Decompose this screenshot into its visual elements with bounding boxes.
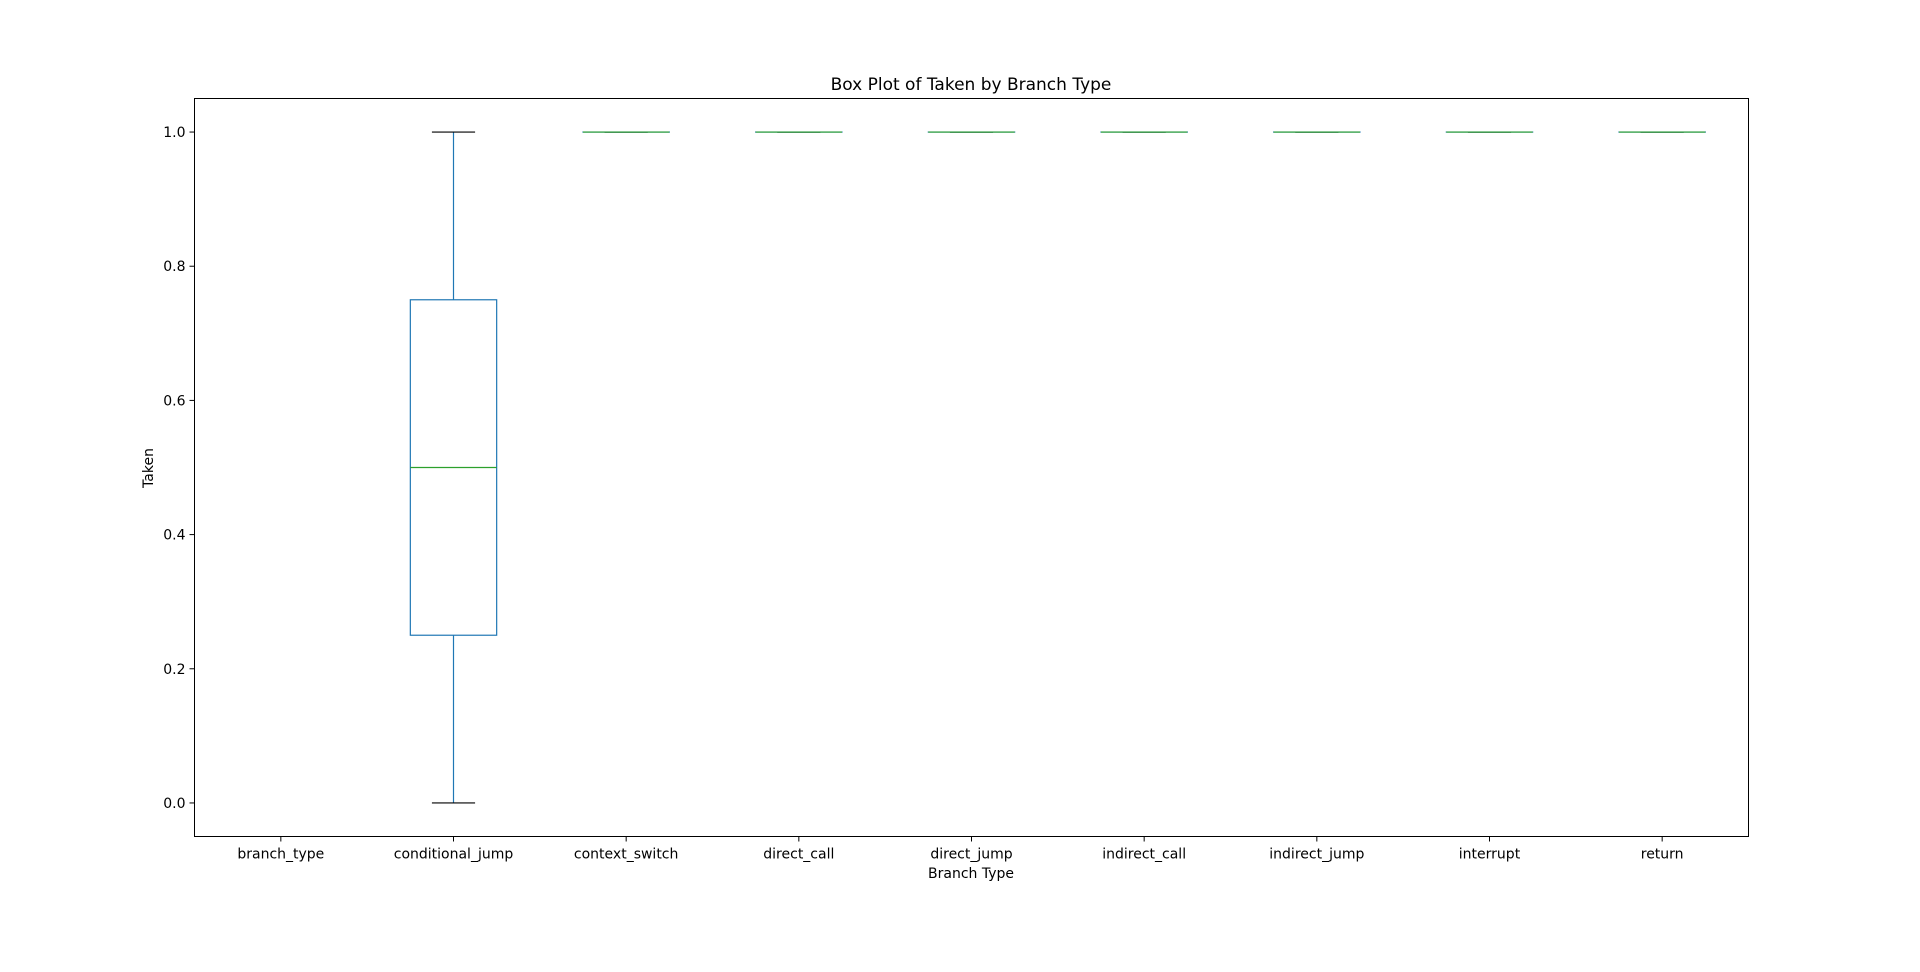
y-axis-label: Taken — [141, 448, 157, 489]
x-tick-label: conditional_jump — [394, 847, 514, 863]
x-tick-label: return — [1641, 847, 1684, 863]
plot-frame — [194, 98, 1749, 837]
y-tick-label: 1.0 — [163, 125, 185, 141]
x-axis: branch_type conditional_jump context_switc… — [237, 836, 1684, 863]
y-tick-label: 0.4 — [163, 528, 185, 544]
chart-title: Box Plot of Taken by Branch Type — [831, 75, 1112, 95]
x-tick-label: direct_jump — [930, 847, 1012, 863]
box-series — [409, 131, 1706, 804]
y-axis: 0.0 0.2 0.4 0.6 0.8 1.0 — [163, 125, 195, 812]
box-conditional_jump — [409, 131, 498, 804]
x-tick-label: interrupt — [1459, 847, 1521, 863]
y-tick-label: 0.0 — [163, 796, 185, 812]
x-tick-label: direct_call — [763, 847, 834, 863]
y-tick-label: 0.6 — [163, 393, 185, 409]
y-tick-label: 0.2 — [163, 662, 185, 678]
x-tick-label: branch_type — [237, 847, 324, 863]
x-tick-label: context_switch — [574, 847, 678, 863]
y-tick-label: 0.8 — [163, 259, 185, 275]
x-axis-label: Branch Type — [928, 866, 1014, 882]
x-tick-label: indirect_call — [1102, 847, 1186, 863]
x-tick-label: indirect_jump — [1269, 847, 1364, 863]
